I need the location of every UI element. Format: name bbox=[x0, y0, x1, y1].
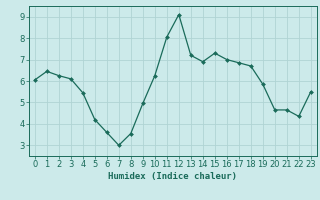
X-axis label: Humidex (Indice chaleur): Humidex (Indice chaleur) bbox=[108, 172, 237, 181]
